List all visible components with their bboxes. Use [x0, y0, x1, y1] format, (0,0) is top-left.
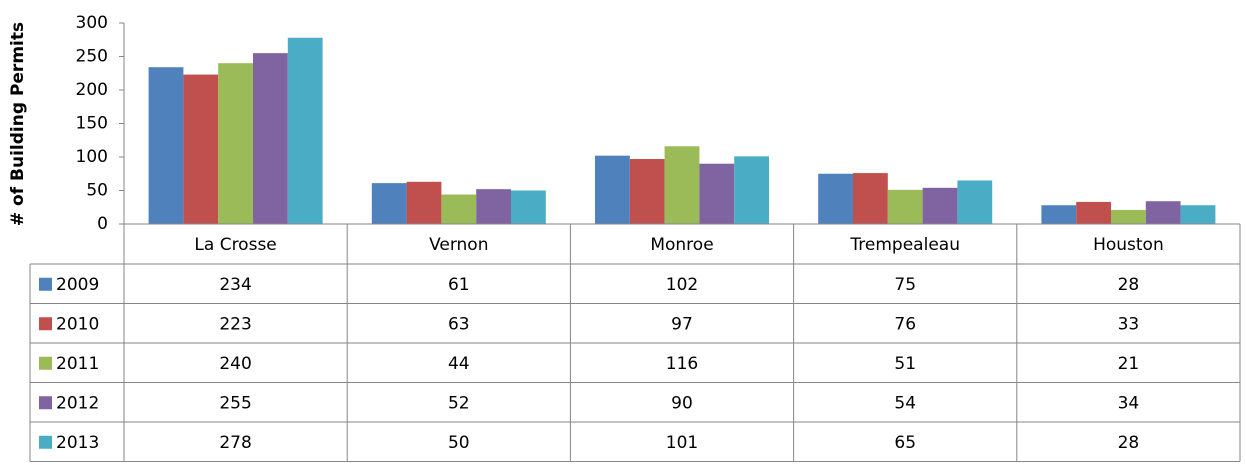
bar: [441, 194, 477, 224]
y-tick-label: 100: [76, 147, 108, 167]
bar: [183, 74, 219, 224]
bar: [511, 190, 546, 224]
table-value: 102: [666, 275, 698, 295]
table-value: 278: [219, 433, 251, 453]
table-value: 75: [894, 275, 916, 295]
bar: [1076, 201, 1111, 224]
table-value: 234: [219, 275, 251, 295]
x-tick-label: Houston: [1093, 235, 1164, 255]
bar: [253, 53, 288, 225]
bar: [853, 173, 888, 224]
x-tick-label: Trempealeau: [849, 235, 960, 255]
x-tick-label: Vernon: [429, 235, 488, 255]
bar: [148, 67, 184, 224]
table-value: 116: [666, 354, 698, 374]
table-value: 54: [894, 393, 916, 413]
x-tick-label: Monroe: [650, 235, 713, 255]
y-tick-label: 150: [76, 114, 108, 134]
bar: [371, 183, 407, 224]
legend-swatch: [39, 317, 52, 331]
table-value: 52: [448, 393, 470, 413]
bar: [287, 37, 323, 224]
legend-swatch: [39, 277, 52, 291]
y-tick-label: 300: [76, 13, 108, 33]
bar: [1145, 201, 1181, 224]
y-tick-label: 50: [86, 181, 108, 201]
table-value: 76: [894, 314, 916, 334]
bar: [476, 189, 511, 224]
legend-label: 2013: [56, 433, 99, 453]
legend-swatch: [39, 356, 52, 370]
x-tick-label: La Crosse: [194, 235, 276, 255]
table-value: 44: [448, 354, 470, 374]
table-value: 97: [671, 314, 693, 334]
bar: [595, 155, 630, 224]
table-value: 255: [219, 393, 251, 413]
table-value: 65: [894, 433, 916, 453]
bar: [406, 181, 442, 224]
table-value: 90: [671, 393, 693, 413]
bar: [1180, 205, 1216, 224]
bar: [887, 189, 923, 224]
table-value: 33: [1118, 314, 1140, 334]
y-axis-label: # of Building Permits: [8, 22, 28, 226]
legend-swatch: [39, 396, 52, 410]
legend-label: 2012: [56, 393, 99, 413]
table-value: 28: [1118, 433, 1140, 453]
legend-label: 2011: [56, 354, 99, 374]
legend-label: 2009: [56, 275, 99, 295]
bar: [922, 187, 958, 224]
bar: [629, 159, 665, 224]
table-value: 28: [1118, 275, 1140, 295]
legend-label: 2010: [56, 314, 99, 334]
table-value: 51: [894, 354, 916, 374]
y-tick-label: 0: [97, 214, 108, 234]
bar: [1111, 209, 1146, 224]
table-value: 223: [219, 314, 251, 334]
table-value: 21: [1118, 354, 1140, 374]
legend-swatch: [39, 435, 52, 449]
table-value: 101: [666, 433, 698, 453]
bar: [664, 146, 700, 224]
y-tick-label: 200: [76, 80, 108, 100]
bar: [1041, 205, 1077, 224]
table-value: 240: [219, 354, 251, 374]
bar: [957, 180, 993, 224]
bar: [818, 173, 853, 224]
table-value: 50: [448, 433, 470, 453]
bar: [734, 156, 769, 224]
bar: [699, 163, 735, 224]
table-value: 61: [448, 275, 470, 295]
table-value: 34: [1118, 393, 1140, 413]
bar: [218, 63, 253, 225]
table-value: 63: [448, 314, 470, 334]
y-tick-label: 250: [76, 47, 108, 67]
